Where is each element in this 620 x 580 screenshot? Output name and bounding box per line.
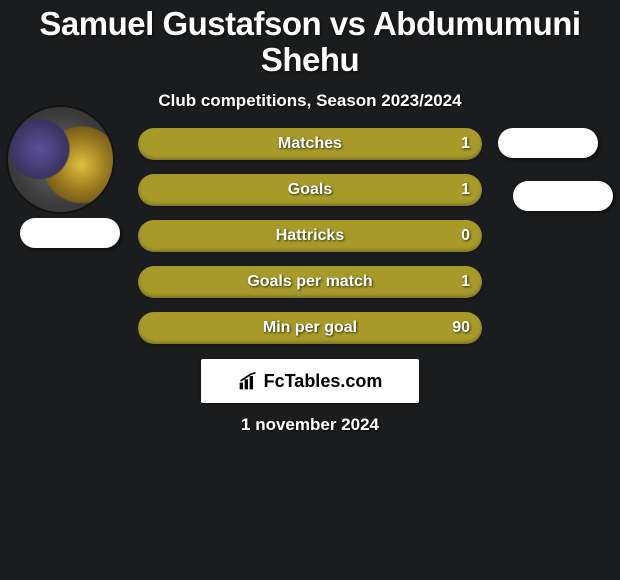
brand-box: FcTables.com: [201, 359, 419, 403]
player-left-avatar: [8, 107, 113, 212]
stat-row: Goals 1: [138, 174, 482, 206]
subtitle: Club competitions, Season 2023/2024: [0, 91, 620, 111]
chart-icon: [238, 371, 258, 391]
page-title: Samuel Gustafson vs Abdumumuni Shehu: [0, 6, 620, 79]
stat-value: 1: [461, 266, 470, 298]
stat-row: Min per goal 90: [138, 312, 482, 344]
brand-text: FcTables.com: [264, 371, 383, 392]
stat-value: 1: [461, 174, 470, 206]
stat-label: Goals: [138, 174, 482, 206]
stat-row: Hattricks 0: [138, 220, 482, 252]
stat-row: Matches 1: [138, 128, 482, 160]
stat-label: Min per goal: [138, 312, 482, 344]
stat-value: 1: [461, 128, 470, 160]
stat-value: 90: [452, 312, 470, 344]
stat-label: Hattricks: [138, 220, 482, 252]
right-pill-1: [498, 128, 598, 158]
stat-value: 0: [461, 220, 470, 252]
date-label: 1 november 2024: [0, 415, 620, 435]
stat-label: Goals per match: [138, 266, 482, 298]
stat-label: Matches: [138, 128, 482, 160]
left-pill: [20, 218, 120, 248]
right-pill-2: [513, 181, 613, 211]
stat-row: Goals per match 1: [138, 266, 482, 298]
stats-container: Matches 1 Goals 1 Hattricks 0 Goals per …: [138, 128, 482, 358]
